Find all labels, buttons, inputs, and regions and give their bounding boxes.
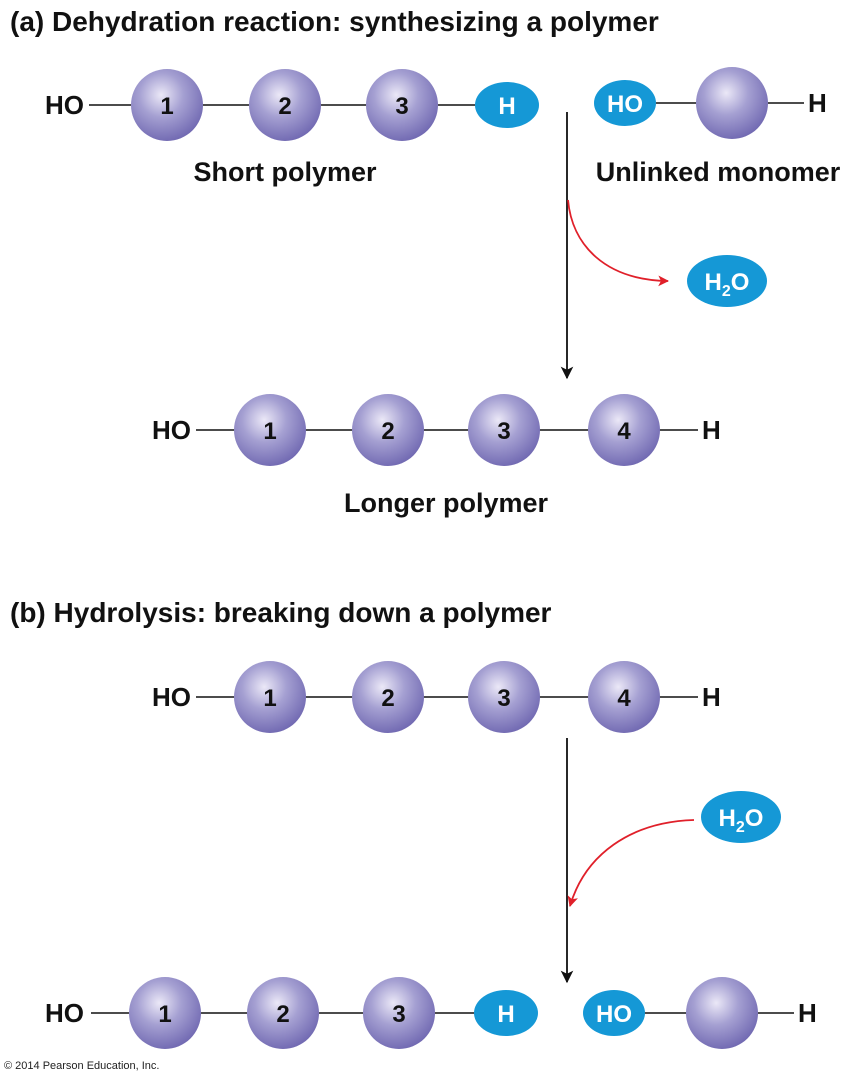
monomer-3-label: 3 — [395, 93, 408, 120]
hydrolysis-products: HO 1 2 3 H HO H — [45, 977, 817, 1049]
h-end-label: H — [702, 415, 721, 445]
monomer-3-label: 3 — [392, 1001, 405, 1028]
ho-end-label: HO — [152, 682, 191, 712]
water-label: H2O — [705, 269, 750, 300]
short-polymer: HO 1 2 3 H Short polymer — [45, 69, 539, 187]
water-molecule — [701, 791, 781, 843]
short-polymer-caption: Short polymer — [193, 157, 377, 187]
water-label: H2O — [719, 805, 764, 836]
monomer-3 — [363, 977, 435, 1049]
longer-polymer: HO 1 2 3 4 H Longer polymer — [152, 394, 721, 518]
monomer-3-label: 3 — [497, 418, 510, 445]
section-a-heading: (a) Dehydration reaction: synthesizing a… — [10, 6, 659, 37]
water-molecule — [687, 255, 767, 307]
hydroxyl-group-label: HO — [607, 91, 643, 118]
monomer-2 — [352, 661, 424, 733]
monomer-4-label: 4 — [617, 685, 631, 712]
monomer-1 — [131, 69, 203, 141]
hydrogen-group-blue — [474, 990, 538, 1036]
monomer-1-label: 1 — [263, 418, 276, 445]
unlinked-monomer-caption: Unlinked monomer — [596, 157, 841, 187]
ho-end-label: HO — [152, 415, 191, 445]
monomer-4 — [588, 394, 660, 466]
monomer-3-label: 3 — [497, 685, 510, 712]
hydroxyl-group-label: HO — [596, 1001, 632, 1028]
section-a: (a) Dehydration reaction: synthesizing a… — [10, 6, 841, 518]
copyright-notice: © 2014 Pearson Education, Inc. — [4, 1060, 159, 1072]
section-b-heading: (b) Hydrolysis: breaking down a polymer — [10, 597, 552, 628]
water-input-arrow — [567, 819, 695, 908]
free-monomer — [686, 977, 758, 1049]
monomer-1-label: 1 — [263, 685, 276, 712]
ho-end-label: HO — [45, 90, 84, 120]
monomer-1-label: 1 — [158, 1001, 171, 1028]
water-release-arrow — [567, 199, 670, 287]
monomer-2 — [352, 394, 424, 466]
unlinked-monomer: HO H Unlinked monomer — [594, 67, 841, 187]
h-end-label: H — [702, 682, 721, 712]
monomer-2-label: 2 — [278, 93, 291, 120]
monomer-2-label: 2 — [381, 418, 394, 445]
monomer-2-label: 2 — [381, 685, 394, 712]
monomer-3 — [366, 69, 438, 141]
hydroxyl-group-blue — [594, 80, 656, 126]
hydrolysis-polymer: HO 1 2 3 4 H — [152, 661, 721, 733]
monomer-1 — [234, 394, 306, 466]
monomer-1 — [129, 977, 201, 1049]
monomer-3 — [468, 661, 540, 733]
h-end-label: H — [798, 998, 817, 1028]
monomer-2-label: 2 — [276, 1001, 289, 1028]
monomer-3 — [468, 394, 540, 466]
free-monomer — [696, 67, 768, 139]
monomer-2 — [247, 977, 319, 1049]
section-b: (b) Hydrolysis: breaking down a polymer … — [10, 597, 817, 1049]
monomer-1 — [234, 661, 306, 733]
h-end-label: H — [808, 88, 827, 118]
monomer-4 — [588, 661, 660, 733]
longer-polymer-caption: Longer polymer — [344, 488, 549, 518]
ho-end-label: HO — [45, 998, 84, 1028]
monomer-2 — [249, 69, 321, 141]
hydroxyl-group-blue — [583, 990, 645, 1036]
hydrogen-group-label: H — [498, 93, 515, 120]
monomer-4-label: 4 — [617, 418, 631, 445]
hydrogen-group-label: H — [497, 1001, 514, 1028]
hydrogen-group-blue — [475, 82, 539, 128]
monomer-1-label: 1 — [160, 93, 173, 120]
